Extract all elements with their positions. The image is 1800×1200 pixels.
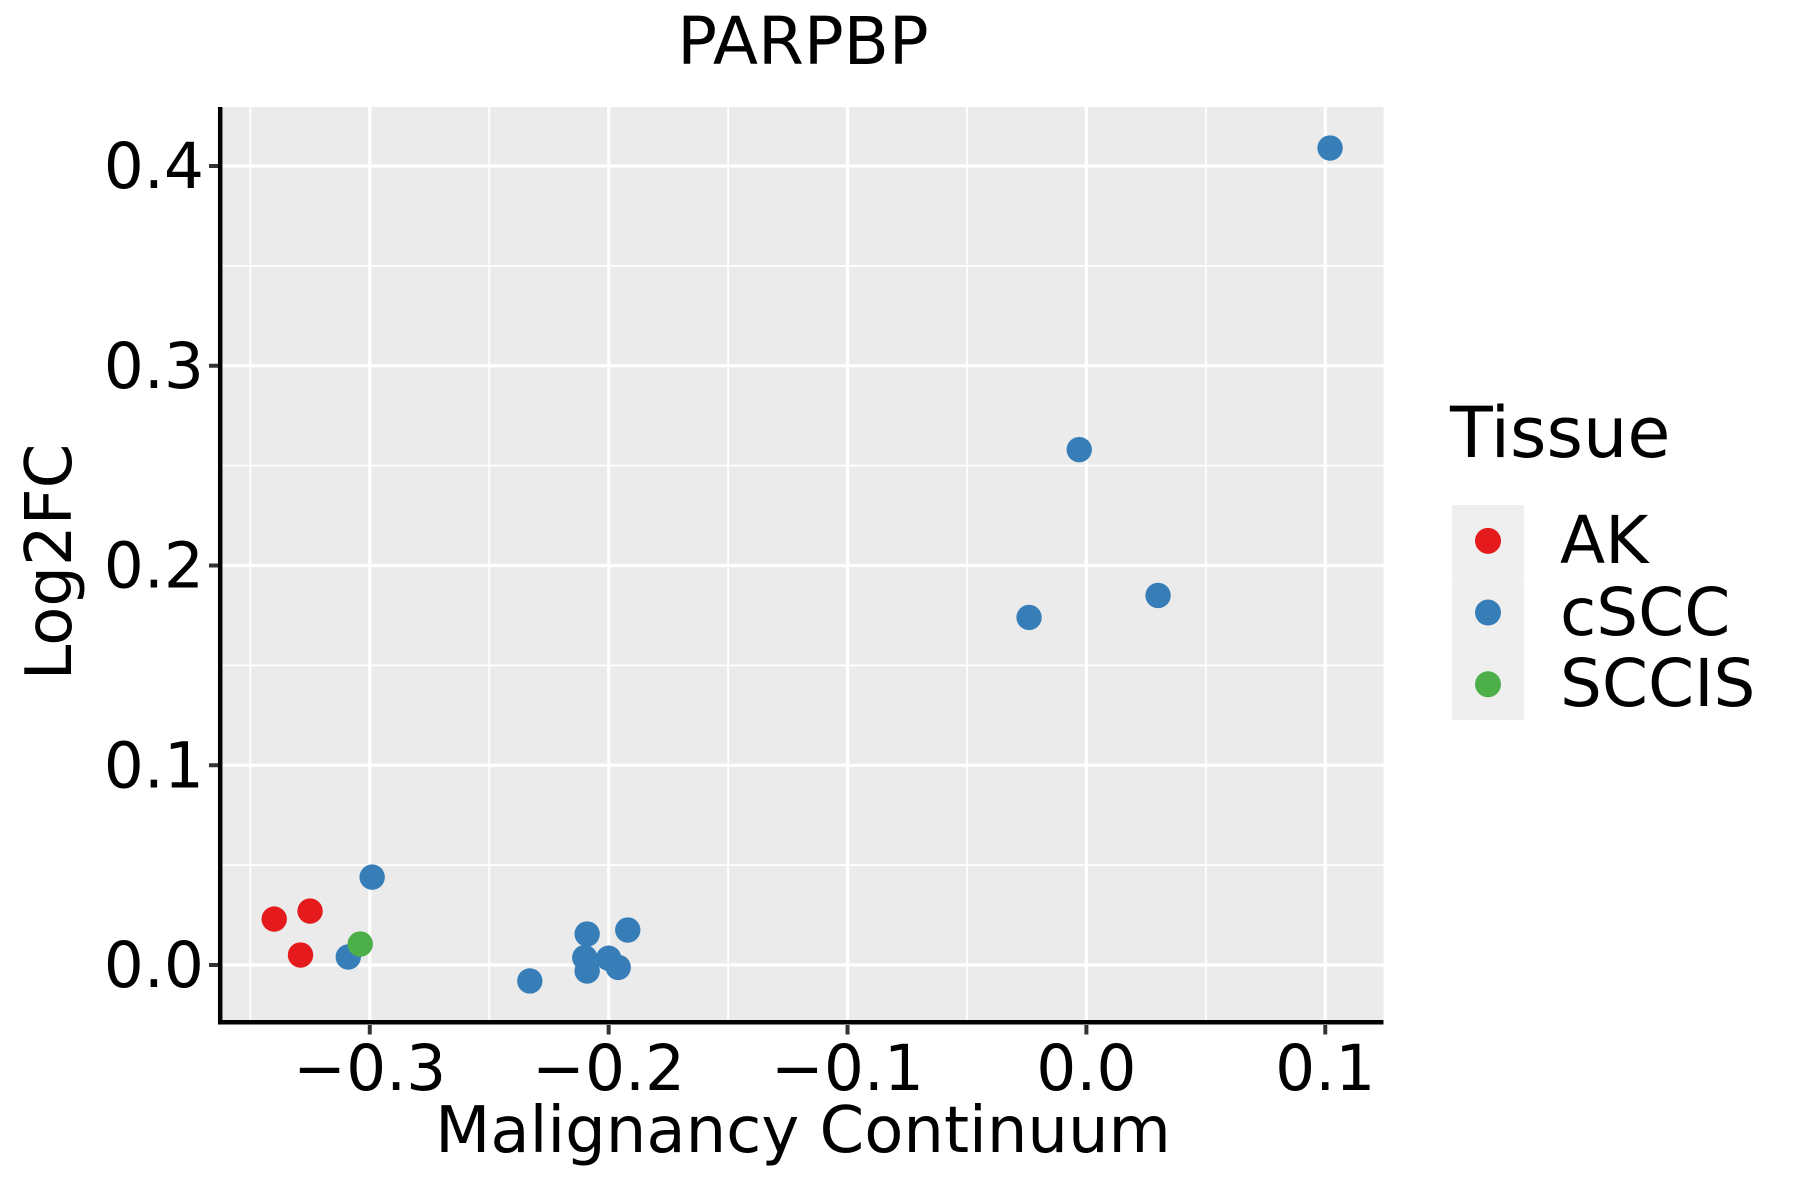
chart-title: PARPBP <box>677 3 929 80</box>
data-point-cSCC <box>517 968 543 994</box>
y-tick-label: 0.3 <box>104 330 204 403</box>
legend-swatch-AK <box>1475 527 1501 554</box>
y-tick-label: 0.1 <box>104 729 204 802</box>
data-point-AK <box>287 942 314 968</box>
y-tick-label: 0.4 <box>104 130 204 203</box>
data-point-AK <box>261 906 287 932</box>
legend-label-cscc: cSCC <box>1560 574 1731 651</box>
data-point-cSCC <box>1016 604 1042 631</box>
y-axis-label: Log2FC <box>13 443 87 681</box>
x-tick-label: −0.3 <box>293 1032 446 1105</box>
data-point-cSCC <box>1317 135 1343 161</box>
x-axis-label: Malignancy Continuum <box>435 1094 1171 1168</box>
legend-label-ak: AK <box>1560 502 1649 579</box>
data-point-AK <box>297 898 323 924</box>
legend-title: Tissue <box>1450 392 1671 474</box>
x-tick-label: −0.1 <box>771 1032 924 1105</box>
legend-label-sccis: SCCIS <box>1560 645 1756 722</box>
x-tick-label: −0.2 <box>532 1032 685 1105</box>
data-point-SCCIS <box>347 931 373 957</box>
x-tick-label: 0.0 <box>1036 1032 1136 1105</box>
data-point-cSCC <box>615 917 641 943</box>
data-point-cSCC <box>605 954 631 981</box>
y-tick-label: 0.2 <box>104 530 204 603</box>
data-point-cSCC <box>1145 582 1171 609</box>
data-point-cSCC <box>1066 436 1092 463</box>
x-tick-label: 0.1 <box>1275 1032 1375 1105</box>
data-point-cSCC <box>574 958 600 984</box>
legend-swatch-cSCC <box>1475 599 1501 626</box>
y-tick-label: 0.0 <box>104 929 204 1002</box>
legend-swatch-SCCIS <box>1475 671 1501 698</box>
data-point-cSCC <box>359 864 385 890</box>
data-point-cSCC <box>574 921 600 947</box>
